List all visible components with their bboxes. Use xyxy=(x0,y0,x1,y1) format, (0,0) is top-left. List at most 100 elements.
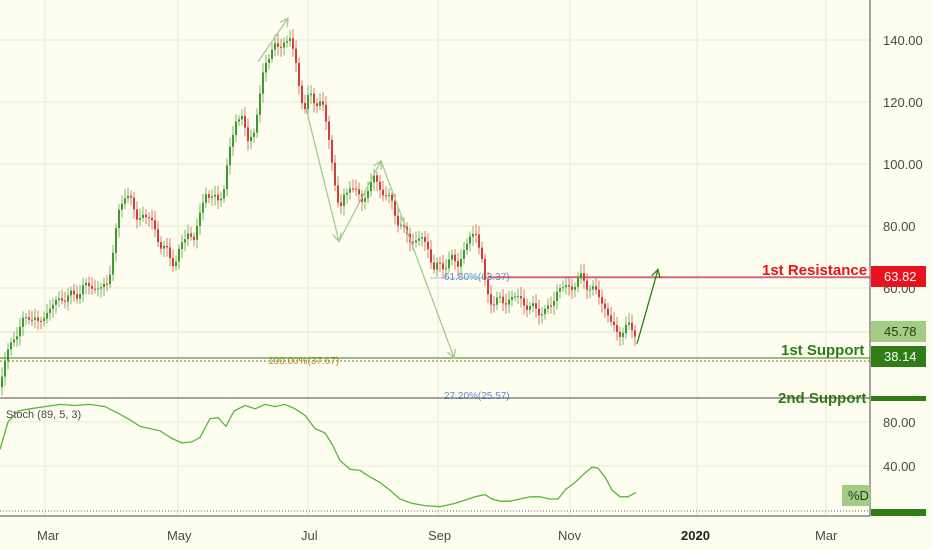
candle-body xyxy=(358,189,360,195)
candle-body xyxy=(292,38,294,49)
candle-body xyxy=(241,115,243,120)
candle-body xyxy=(79,294,81,299)
candle-body xyxy=(136,209,138,220)
candle-body xyxy=(607,308,609,316)
candle-body xyxy=(349,188,351,193)
candle-body xyxy=(148,217,150,219)
candle-body xyxy=(82,285,84,295)
candle-body xyxy=(163,245,165,249)
candle-body xyxy=(586,280,588,290)
candle-body xyxy=(175,261,177,267)
second-support-tag xyxy=(871,396,926,401)
annotation-arrow xyxy=(380,160,455,358)
candle-body xyxy=(550,305,552,307)
x-tick: Jul xyxy=(301,528,318,543)
candle-body xyxy=(577,278,579,287)
candle-body xyxy=(397,215,399,226)
candle-body xyxy=(193,236,195,240)
candle-body xyxy=(364,198,366,202)
candle-body xyxy=(208,194,210,198)
fib-100-label: 100.00%(37.67) xyxy=(268,356,339,367)
fibonacci-levels: 61.80%(63.37) 100.00%(37.67) 27.20%(25.5… xyxy=(0,272,870,402)
candle-body xyxy=(373,175,375,183)
candle-body xyxy=(142,214,144,218)
candle-body xyxy=(256,114,258,133)
candle-body xyxy=(559,288,561,292)
candle-body xyxy=(250,136,252,142)
candle-body xyxy=(118,209,120,229)
candle-body xyxy=(277,43,279,47)
current-price-tag-text: 45.78 xyxy=(884,324,917,339)
candle-body xyxy=(466,243,468,251)
candle-body xyxy=(613,321,615,326)
candle-body xyxy=(124,198,126,204)
candle-body xyxy=(52,304,54,309)
candle-body xyxy=(571,286,573,290)
candle-body xyxy=(478,234,480,248)
candle-body xyxy=(169,247,171,258)
candle-body xyxy=(316,103,318,106)
candle-body xyxy=(178,248,180,262)
annotation-arrow xyxy=(636,269,659,344)
candle-body xyxy=(115,228,117,253)
candle-body xyxy=(160,242,162,249)
candle-body xyxy=(382,189,384,196)
candle-body xyxy=(202,202,204,213)
candle-body xyxy=(127,195,129,199)
candle-body xyxy=(49,308,51,313)
candle-body xyxy=(442,263,444,270)
candle-body xyxy=(211,196,213,198)
candle-body xyxy=(511,297,513,300)
candle-body xyxy=(553,300,555,306)
candle-body xyxy=(490,294,492,305)
stoch-d-tag-text: %D xyxy=(848,488,869,503)
candle-body xyxy=(634,330,636,337)
candle-body xyxy=(538,308,540,316)
candle-body xyxy=(274,43,276,50)
candle-body xyxy=(25,317,27,319)
candle-body xyxy=(73,290,75,295)
candle-body xyxy=(343,194,345,206)
annotation-arrowhead xyxy=(651,268,661,279)
annotation-arrow xyxy=(305,108,340,242)
candle-body xyxy=(433,262,435,270)
candle-body xyxy=(67,295,69,302)
candle-body xyxy=(103,283,105,288)
candle-body xyxy=(190,233,192,237)
candle-body xyxy=(229,146,231,166)
candle-body xyxy=(565,285,567,288)
candle-body xyxy=(28,317,30,320)
candle-body xyxy=(514,296,516,298)
candle-body xyxy=(400,224,402,226)
candle-body xyxy=(523,298,525,306)
candle-body xyxy=(601,297,603,304)
candle-body xyxy=(145,214,147,218)
candle-body xyxy=(232,135,234,147)
candle-body xyxy=(337,185,339,203)
candle-body xyxy=(589,289,591,291)
candle-body xyxy=(307,95,309,110)
candle-body xyxy=(1,376,3,388)
candle-body xyxy=(619,331,621,337)
candle-body xyxy=(13,339,15,343)
candle-body xyxy=(199,212,201,226)
candle-body xyxy=(481,247,483,259)
candle-body xyxy=(541,314,543,316)
candle-body xyxy=(253,132,255,137)
candle-body xyxy=(376,175,378,182)
candle-body xyxy=(181,242,183,249)
candle-body xyxy=(520,296,522,299)
candle-body xyxy=(286,41,288,43)
candle-body xyxy=(448,259,450,269)
candle-body xyxy=(319,101,321,106)
candle-body xyxy=(493,304,495,306)
candle-body xyxy=(463,250,465,259)
time-tick-labels: Mar May Jul Sep Nov 2020 Mar xyxy=(37,528,838,543)
candle-body xyxy=(214,194,216,197)
candle-body xyxy=(226,165,228,190)
candle-body xyxy=(187,233,189,240)
candle-body xyxy=(469,236,471,244)
candle-body xyxy=(133,197,135,210)
candle-body xyxy=(592,286,594,290)
